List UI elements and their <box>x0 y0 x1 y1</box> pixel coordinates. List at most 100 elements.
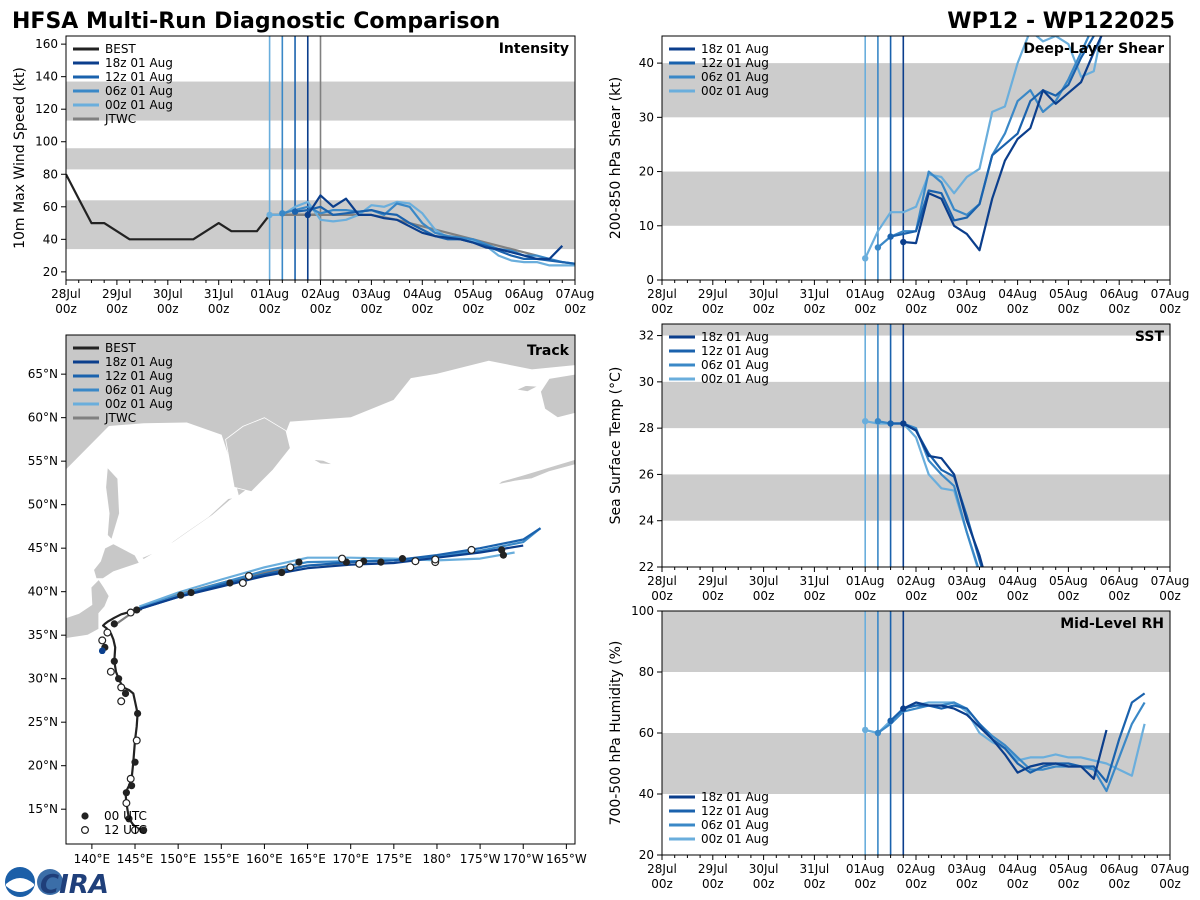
sst-xtick-sublabel: 00z <box>956 589 978 603</box>
rh-xtick-label: 06Aug <box>1100 862 1139 876</box>
rh-xtick-label: 31Jul <box>800 862 830 876</box>
shear-xtick-label: 06Aug <box>1100 287 1139 301</box>
track-00utc-marker <box>377 558 385 566</box>
intensity-xtick-label: 29Jul <box>102 287 132 301</box>
shear-xtick-sublabel: 00z <box>854 302 876 316</box>
intensity-legend-label-jtwc: JTWC <box>104 112 136 126</box>
sst-series-r12-init-point <box>887 420 894 427</box>
sst-xtick-sublabel: 00z <box>905 589 927 603</box>
sst-ytick-label: 22 <box>639 560 654 574</box>
sst-xtick-sublabel: 00z <box>1159 589 1181 603</box>
track-series-r12-line <box>138 527 542 611</box>
rh-legend-label-r18: 18z 01 Aug <box>701 790 769 804</box>
track-ytick-label: 25°N <box>28 715 58 729</box>
track-12utc-marker <box>355 559 364 568</box>
shear-xtick-sublabel: 00z <box>1108 302 1130 316</box>
cira-logo-text: CIRA <box>40 870 109 900</box>
shear-xtick-sublabel: 00z <box>651 302 673 316</box>
rh-ytick-label: 40 <box>639 787 654 801</box>
sst-band-0 <box>662 474 1170 521</box>
track-00utc-marker <box>187 588 195 597</box>
shear-xtick-sublabel: 00z <box>702 302 724 316</box>
rh-panel-title: Mid-Level RH <box>1060 616 1164 632</box>
intensity-xtick-sublabel: 00z <box>208 302 230 316</box>
shear-ytick-label: 30 <box>639 110 654 124</box>
track-ytick-label: 60°N <box>28 411 58 425</box>
intensity-series-r18-init-point <box>304 211 311 219</box>
shear-ytick-label: 10 <box>639 219 654 233</box>
rh-xtick-sublabel: 00z <box>905 877 927 891</box>
intensity-xtick-label: 31Jul <box>204 287 234 301</box>
sst-band-2 <box>662 324 1170 336</box>
shear-xtick-sublabel: 00z <box>1159 302 1181 316</box>
sst-xtick-label: 31Jul <box>800 574 830 588</box>
sst-xtick-label: 03Aug <box>947 574 986 588</box>
land-kurils <box>141 497 235 561</box>
sst-legend-label-r12: 12z 01 Aug <box>701 344 769 358</box>
intensity-xtick-label: 28Jul <box>51 287 81 301</box>
intensity-xtick-label: 01Aug <box>250 287 289 301</box>
rh-series-r18-line <box>902 701 1108 780</box>
shear-series-r12-line <box>890 36 1096 238</box>
track-12utc-marker <box>131 826 140 835</box>
shear-series-r18-line <box>903 36 1103 252</box>
intensity-xtick-sublabel: 00z <box>564 302 586 316</box>
rh-y-axis-label: 700-500 hPa Humidity (%) <box>608 641 624 826</box>
intensity-series-r00-init-point <box>266 211 273 219</box>
track-00utc-marker <box>226 579 234 587</box>
shear-series-r00-line <box>864 36 1103 259</box>
intensity-ytick-label: 80 <box>43 167 58 181</box>
track-12utc-marker <box>126 774 135 783</box>
sst-xtick-sublabel: 00z <box>854 589 876 603</box>
shear-ytick-label: 40 <box>639 56 654 70</box>
sst-xtick-label: 05Aug <box>1049 574 1088 588</box>
shear-xtick-label: 01Aug <box>846 287 885 301</box>
shear-band-0 <box>662 171 1170 226</box>
rh-series-r18-init-point <box>900 705 907 712</box>
track-12utc-marker <box>132 736 141 745</box>
intensity-series-r18-line <box>306 194 564 260</box>
sst-xtick-sublabel: 00z <box>651 589 673 603</box>
intensity-xtick-sublabel: 00z <box>462 302 484 316</box>
track-00utc-marker <box>110 657 118 665</box>
track-panel-title: Track <box>527 343 570 359</box>
sst-series-r18-init-point <box>900 420 907 427</box>
land-commander-isl <box>312 459 334 465</box>
intensity-xtick-sublabel: 00z <box>259 302 281 316</box>
shear-xtick-label: 05Aug <box>1049 287 1088 301</box>
shear-xtick-sublabel: 00z <box>905 302 927 316</box>
shear-legend-label-r18: 18z 01 Aug <box>701 42 769 56</box>
shear-xtick-sublabel: 00z <box>956 302 978 316</box>
track-00utc-marker <box>125 815 133 823</box>
shear-xtick-sublabel: 00z <box>804 302 826 316</box>
track-legend-label-r12: 12z 01 Aug <box>105 369 173 383</box>
intensity-legend-label-r18: 18z 01 Aug <box>105 56 173 70</box>
shear-xtick-label: 07Aug <box>1151 287 1190 301</box>
rh-xtick-sublabel: 00z <box>651 877 673 891</box>
rh-series-r00-init-point <box>862 726 869 734</box>
intensity-legend-label-r06: 06z 01 Aug <box>105 84 173 98</box>
storm-id: WP12 - WP122025 <box>947 9 1175 34</box>
track-ytick-label: 40°N <box>28 585 58 599</box>
land-honshu <box>66 578 110 639</box>
track-ytick-label: 65°N <box>28 367 58 381</box>
track-12utc-marker <box>126 608 135 617</box>
sst-ytick-label: 24 <box>639 514 654 528</box>
intensity-panel: 2040608010012014016028Jul00z29Jul00z30Ju… <box>12 35 594 316</box>
rh-band-0 <box>662 733 1170 794</box>
rh-xtick-label: 05Aug <box>1049 862 1088 876</box>
shear-legend-label-r06: 06z 01 Aug <box>701 70 769 84</box>
intensity-xtick-sublabel: 00z <box>310 302 332 316</box>
track-series-r06-line <box>138 527 542 610</box>
track-00utc-marker <box>499 551 507 559</box>
shear-xtick-label: 02Aug <box>897 287 936 301</box>
sst-legend-label-r06: 06z 01 Aug <box>701 358 769 372</box>
rh-xtick-label: 02Aug <box>897 862 936 876</box>
rh-xtick-label: 03Aug <box>947 862 986 876</box>
cira-globe-icon <box>37 869 63 895</box>
track-legend-label-jtwc: JTWC <box>104 411 136 425</box>
figure-title: HFSA Multi-Run Diagnostic Comparison <box>12 9 500 34</box>
intensity-ytick-label: 20 <box>43 265 58 279</box>
track-xtick-label: 140°E <box>74 852 111 866</box>
sst-xtick-label: 02Aug <box>897 574 936 588</box>
